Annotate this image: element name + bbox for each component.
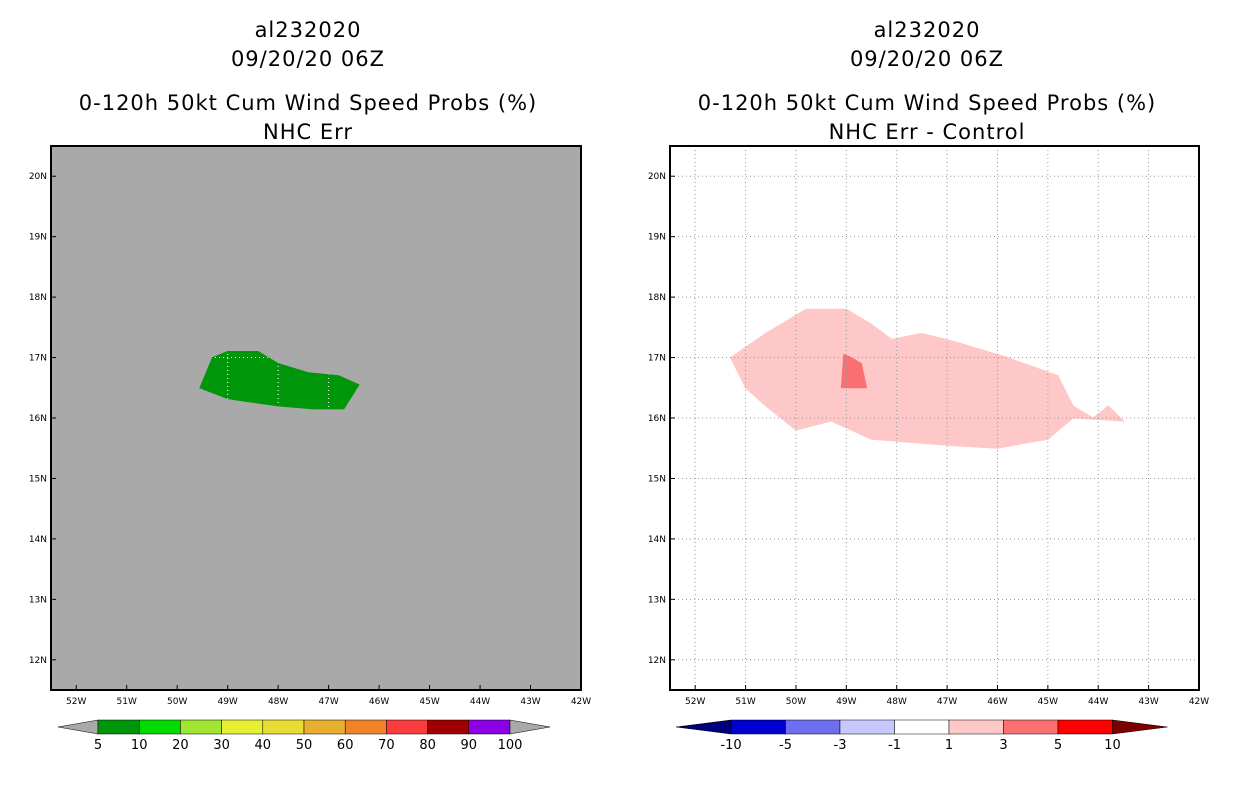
- colorbar-segment: [344, 719, 387, 735]
- lat-tick-label: 16N: [29, 414, 47, 424]
- panel-1: 52W 51W 50W 49W 48W 47W 46W 45W 44W 43W 42W 20N 19N 1…: [29, 145, 591, 753]
- panel1-datetime: 09/20/20 06Z: [230, 47, 386, 71]
- colorbar-label: -5: [779, 738, 792, 753]
- lat-tick-label: 14N: [29, 535, 47, 545]
- prob-region-2: [840, 353, 868, 389]
- lon-tick-label: 51W: [117, 697, 137, 707]
- colorbar-segment: [948, 719, 1004, 735]
- panel2-storm-id: al232020: [873, 18, 981, 42]
- colorbar-label: 50: [296, 738, 313, 753]
- map-background: [51, 146, 581, 690]
- lat-tick-label: 18N: [29, 293, 47, 303]
- colorbar-label: 40: [255, 738, 272, 753]
- prob-region-1: [199, 351, 360, 410]
- colorbar-segment: [730, 719, 786, 735]
- colorbar-right-arrow: [1112, 719, 1168, 735]
- colorbar-label: -10: [720, 738, 741, 753]
- panel2-subtitle: NHC Err - Control: [828, 120, 1026, 144]
- lon-tick-label: 52W: [685, 697, 705, 707]
- lat-tick-label: 13N: [29, 595, 47, 605]
- colorbar-label: 90: [461, 738, 478, 753]
- lon-tick-label: 49W: [217, 697, 237, 707]
- colorbar-segment: [839, 719, 895, 735]
- colorbar: 5 10 20 30 40 50 60 70 80 90 100: [57, 719, 551, 753]
- lon-tick-label: 46W: [369, 697, 389, 707]
- prob-region-1: [729, 308, 1125, 449]
- panel1-title: 0-120h 50kt Cum Wind Speed Probs (%): [78, 91, 538, 115]
- lat-tick-label: 20N: [648, 172, 666, 182]
- lat-tick-label: 15N: [29, 474, 47, 484]
- gridlines: [670, 146, 1199, 690]
- colorbar-segment: [221, 719, 264, 735]
- colorbar-segment: [785, 719, 841, 735]
- lon-tick-label: 43W: [1138, 697, 1158, 707]
- lon-tick-label: 48W: [887, 697, 907, 707]
- lon-tick-label: 44W: [470, 697, 490, 707]
- lon-tick-label: 42W: [1189, 697, 1209, 707]
- panel2-title: 0-120h 50kt Cum Wind Speed Probs (%): [697, 91, 1157, 115]
- colorbar-label: 30: [213, 738, 230, 753]
- lon-tick-label: 52W: [66, 697, 86, 707]
- lat-tick-label: 17N: [648, 354, 666, 364]
- lat-tick-label: 15N: [648, 474, 666, 484]
- lon-tick-label: 49W: [836, 697, 856, 707]
- colorbar-segment: [138, 719, 181, 735]
- panel1-storm-id: al232020: [254, 18, 362, 42]
- lon-tick-label: 48W: [268, 697, 288, 707]
- lon-tick-label: 50W: [167, 697, 187, 707]
- lon-tick-label: 50W: [786, 697, 806, 707]
- lat-tick-label: 16N: [648, 414, 666, 424]
- lon-tick-label: 45W: [1038, 697, 1058, 707]
- panel-2: 52W 51W 50W 49W 48W 47W 46W 45W 44W 43W 42W 20N 19N 1…: [648, 145, 1209, 753]
- lat-tick-label: 12N: [29, 656, 47, 666]
- lon-tick-label: 45W: [419, 697, 439, 707]
- colorbar-label: 60: [337, 738, 354, 753]
- colorbar: -10 -5 -3 -1 1 3 5 10: [675, 719, 1168, 753]
- lon-tick-label: 47W: [937, 697, 957, 707]
- colorbar-segment: [386, 719, 428, 735]
- colorbar-label: -3: [834, 738, 847, 753]
- colorbar-label: 80: [419, 738, 436, 753]
- colorbar-label: 100: [498, 738, 523, 753]
- lon-tick-label: 46W: [987, 697, 1007, 707]
- lon-tick-label: 51W: [735, 697, 755, 707]
- colorbar-label: -1: [888, 738, 901, 753]
- colorbar-segment: [894, 719, 950, 735]
- colorbar-right-arrow: [509, 719, 551, 735]
- panel1-subtitle: NHC Err: [262, 120, 353, 144]
- lat-tick-label: 13N: [648, 595, 666, 605]
- colorbar-segment: [303, 719, 346, 735]
- colorbar-label: 3: [999, 738, 1007, 753]
- panel2-datetime: 09/20/20 06Z: [849, 47, 1005, 71]
- colorbar-segment: [427, 719, 470, 735]
- lon-tick-label: 47W: [318, 697, 338, 707]
- lat-tick-label: 19N: [648, 233, 666, 243]
- colorbar-segment: [180, 719, 222, 735]
- lat-tick-label: 17N: [29, 354, 47, 364]
- lat-tick-label: 19N: [29, 233, 47, 243]
- lat-tick-label: 14N: [648, 535, 666, 545]
- colorbar-segment: [262, 719, 305, 735]
- lon-tick-label: 42W: [571, 697, 591, 707]
- lat-tick-label: 18N: [648, 293, 666, 303]
- colorbar-label: 20: [172, 738, 189, 753]
- colorbar-left-arrow: [57, 719, 99, 735]
- colorbar-label: 5: [94, 738, 102, 753]
- colorbar-segment: [468, 719, 511, 735]
- colorbar-label: 5: [1054, 738, 1062, 753]
- colorbar-segment: [1003, 719, 1059, 735]
- colorbar-label: 10: [1104, 738, 1121, 753]
- colorbar-label: 70: [378, 738, 395, 753]
- lon-tick-label: 44W: [1088, 697, 1108, 707]
- lon-tick-label: 43W: [520, 697, 540, 707]
- lat-tick-label: 20N: [29, 172, 47, 182]
- colorbar-label: 1: [945, 738, 953, 753]
- colorbar-left-arrow: [675, 719, 732, 735]
- colorbar-label: 10: [131, 738, 148, 753]
- colorbar-segment: [97, 719, 140, 735]
- lat-tick-label: 12N: [648, 656, 666, 666]
- colorbar-segment: [1057, 719, 1113, 735]
